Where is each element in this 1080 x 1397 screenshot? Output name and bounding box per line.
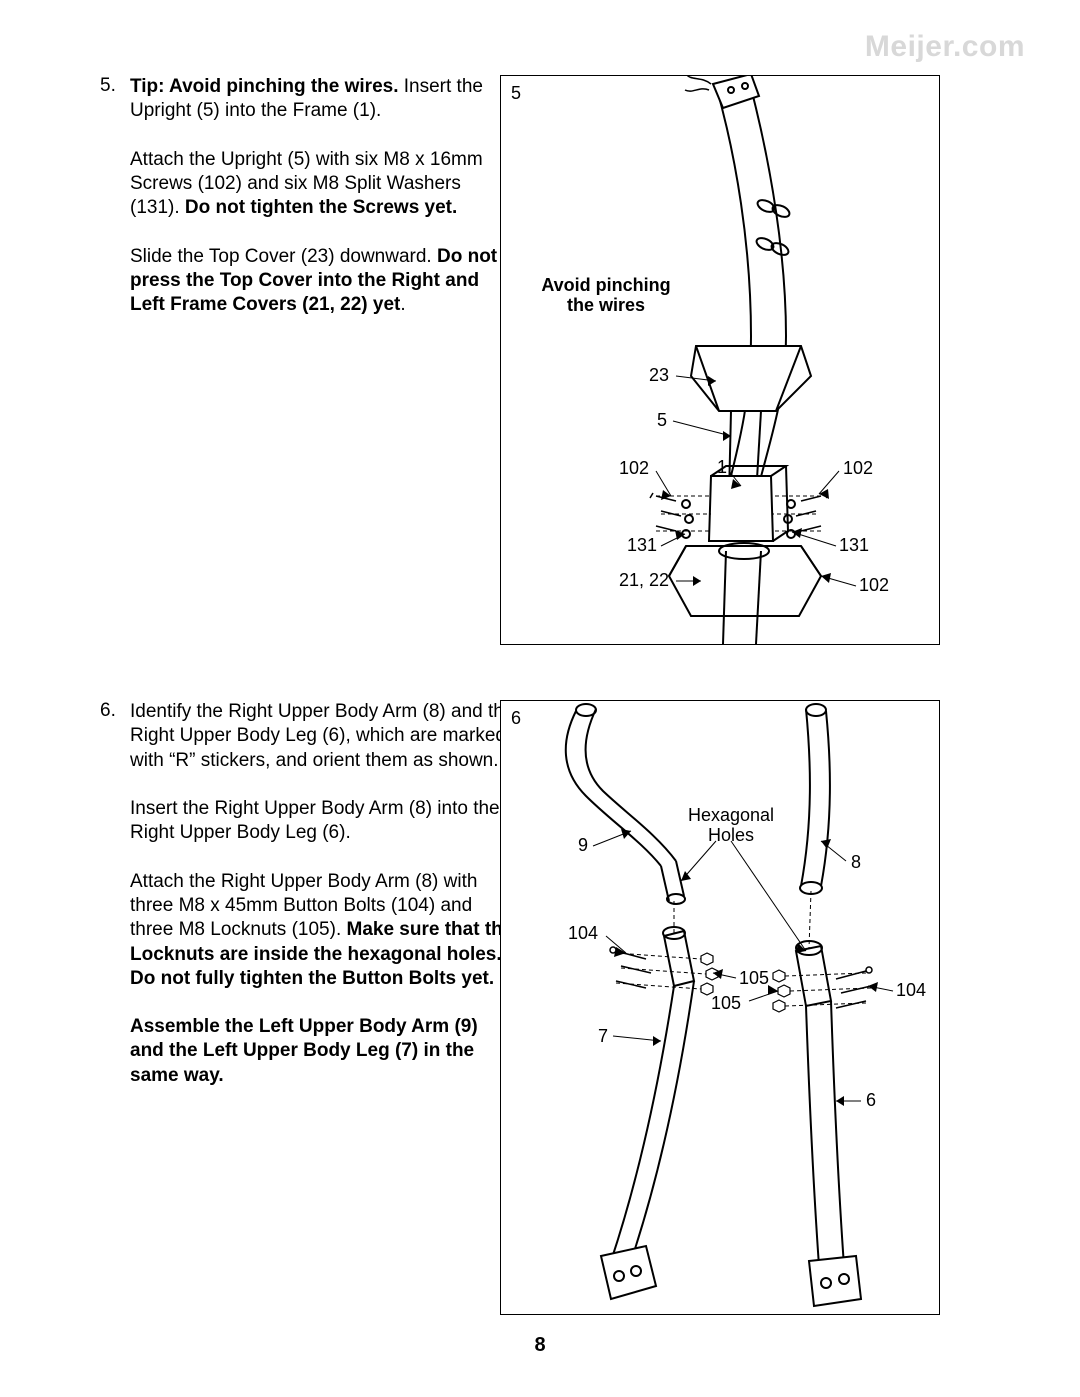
dia5-avoid: Avoid pinching the wires bbox=[531, 276, 681, 316]
step-5: 5. Tip: Avoid pinching the wires. Insert… bbox=[130, 75, 515, 342]
dia6-l7: 7 bbox=[598, 1027, 608, 1047]
dia5-l1: 1 bbox=[717, 458, 727, 478]
dia5-l102a: 102 bbox=[619, 459, 649, 479]
dia5-l2122: 21, 22 bbox=[619, 571, 669, 591]
dia5-l23: 23 bbox=[649, 366, 669, 386]
step6-p1: Identify the Right Upper Body Arm (8) an… bbox=[130, 700, 515, 773]
dia6-l105b: 105 bbox=[711, 994, 741, 1014]
diagram-6: 6 Hexagonal Holes 9 8 104 105 105 104 7 … bbox=[500, 700, 940, 1315]
dia6-corner: 6 bbox=[511, 709, 521, 729]
dia6-hex-l1: Hexagonal bbox=[688, 805, 774, 825]
dia5-avoid-l1: Avoid pinching bbox=[541, 275, 670, 295]
step-5-number: 5. bbox=[100, 75, 116, 97]
dia5-l102c: 102 bbox=[859, 576, 889, 596]
step6-p2: Insert the Right Upper Body Arm (8) into… bbox=[130, 797, 515, 846]
dia5-l102b: 102 bbox=[843, 459, 873, 479]
dia5-l131b: 131 bbox=[839, 536, 869, 556]
step5-p3-end: . bbox=[400, 294, 405, 315]
step5-p1-bold: Tip: Avoid pinching the wires. bbox=[130, 76, 398, 97]
step5-p2-bold: Do not tighten the Screws yet. bbox=[185, 197, 457, 218]
dia5-avoid-l2: the wires bbox=[567, 295, 645, 315]
dia5-l5: 5 bbox=[657, 411, 667, 431]
dia6-hex: Hexagonal Holes bbox=[671, 806, 791, 846]
step-6-number: 6. bbox=[100, 700, 116, 722]
dia6-l6: 6 bbox=[866, 1091, 876, 1111]
diagram-5: 5 Avoid pinching the wires 23 5 102 102 … bbox=[500, 75, 940, 645]
page-number: 8 bbox=[0, 1334, 1080, 1357]
dia6-l104b: 104 bbox=[896, 981, 926, 1001]
step-6-text: Identify the Right Upper Body Arm (8) an… bbox=[130, 700, 515, 1088]
dia6-hex-l2: Holes bbox=[708, 825, 754, 845]
dia6-l104a: 104 bbox=[568, 924, 598, 944]
step6-p4-bold: Assemble the Left Upper Body Arm (9) and… bbox=[130, 1015, 515, 1088]
dia5-corner: 5 bbox=[511, 84, 521, 104]
step-6: 6. Identify the Right Upper Body Arm (8)… bbox=[130, 700, 515, 1112]
dia5-l131a: 131 bbox=[627, 536, 657, 556]
step5-p3a: Slide the Top Cover (23) downward. bbox=[130, 246, 437, 267]
diagram-5-svg bbox=[501, 76, 941, 646]
dia6-l105a: 105 bbox=[739, 969, 769, 989]
dia6-l9: 9 bbox=[578, 836, 588, 856]
step-5-text: Tip: Avoid pinching the wires. Insert th… bbox=[130, 75, 515, 318]
watermark: Meijer.com bbox=[865, 30, 1025, 64]
dia6-l8: 8 bbox=[851, 853, 861, 873]
